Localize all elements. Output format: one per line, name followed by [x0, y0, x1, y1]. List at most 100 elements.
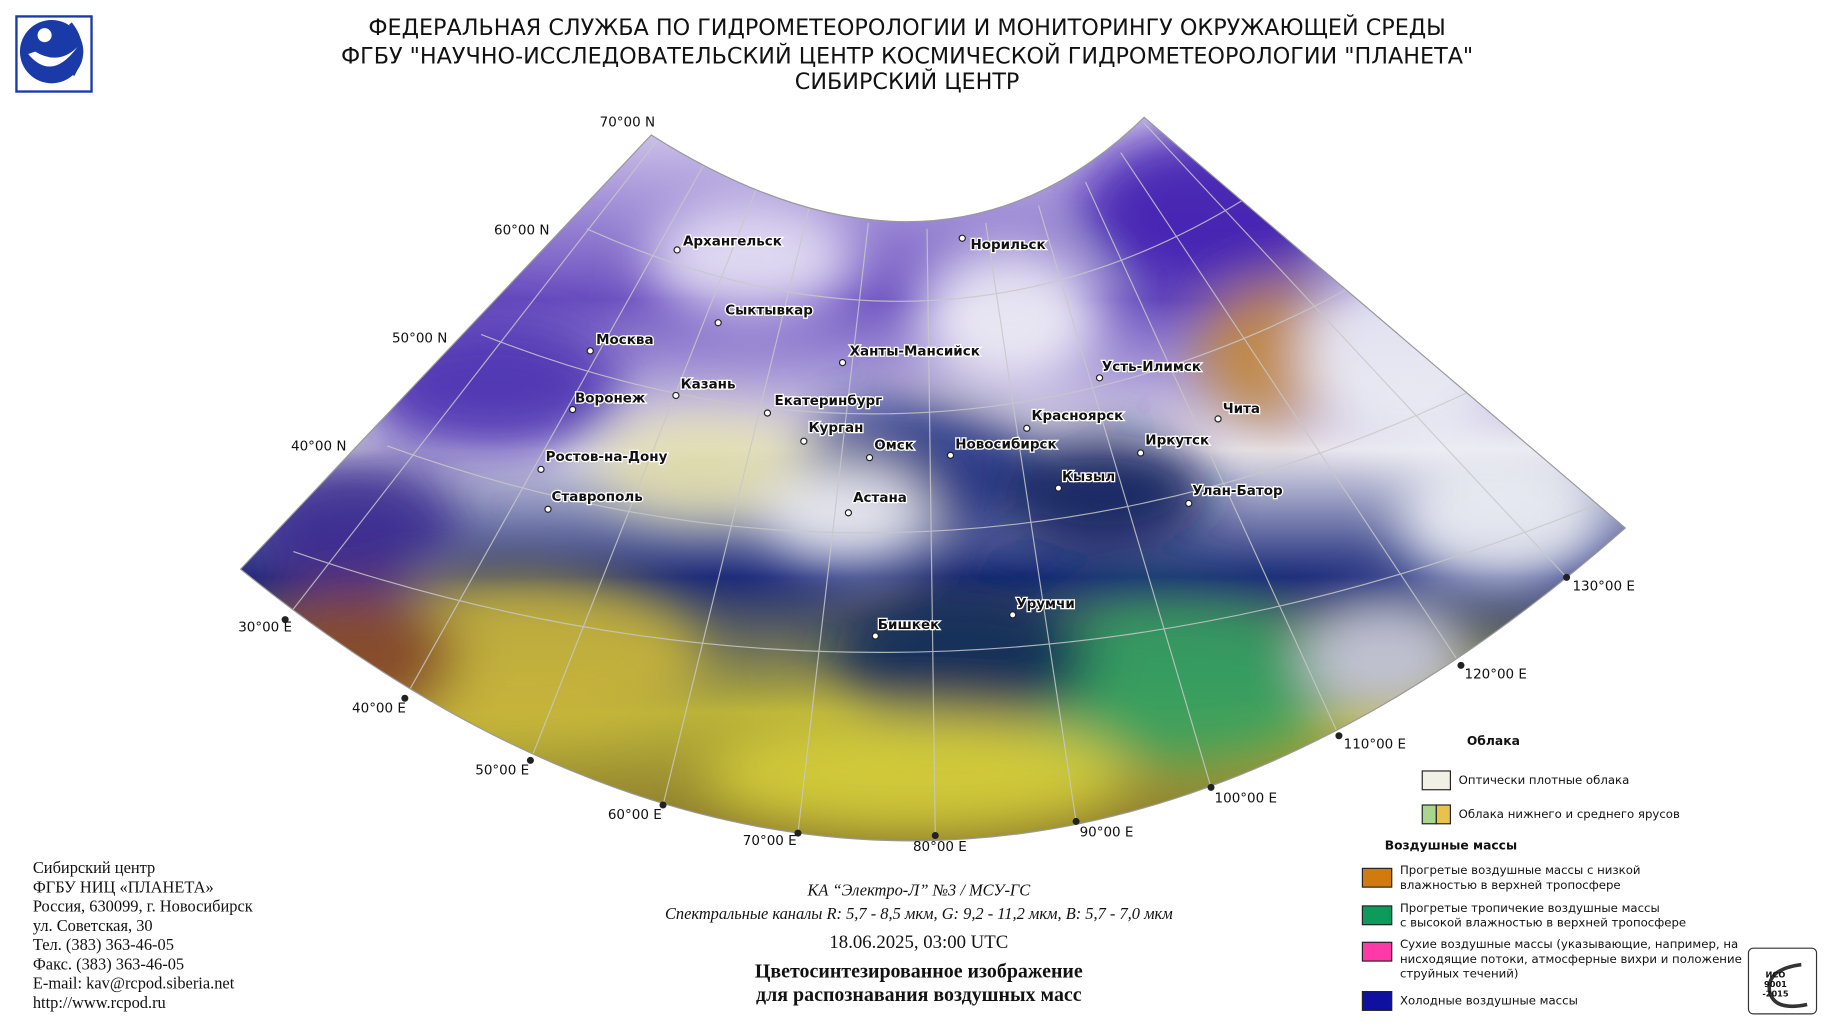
- legend-label: Прогретые тропичекие воздушные массы: [1400, 901, 1660, 915]
- address-line: E-mail: kav@rcpod.siberia.net: [33, 974, 235, 993]
- longitude-point: [281, 616, 289, 624]
- logo: [15, 15, 93, 93]
- latitude-label: 50°00 N: [392, 331, 447, 347]
- longitude-label: 30°00 E: [238, 619, 292, 635]
- certificate-text: ИСО: [1766, 969, 1786, 979]
- certificate-mark: [1767, 962, 1808, 1009]
- caption-title: для распознавания воздушных масс: [756, 984, 1082, 1006]
- address-line: Сибирский центр: [33, 858, 155, 877]
- longitude-point: [1457, 661, 1465, 669]
- city-label: Екатеринбург: [774, 393, 882, 409]
- legend-label: Сухие воздушные массы (указывающие, напр…: [1400, 937, 1738, 951]
- legend-swatch: [1421, 804, 1437, 825]
- longitude-label: 130°00 E: [1572, 578, 1634, 594]
- address-line: Тел. (383) 363-46-05: [33, 935, 174, 954]
- certificate-text: -2015: [1762, 988, 1789, 998]
- city-label: Иркутск: [1145, 433, 1209, 449]
- city-label: Омск: [874, 437, 914, 453]
- city-label: Улан-Батор: [1192, 483, 1283, 499]
- legend-swatch: [1435, 804, 1451, 825]
- address-line: http://www.rcpod.ru: [33, 993, 166, 1012]
- city-point: [586, 347, 594, 355]
- city-point: [1136, 449, 1145, 457]
- city-label: Кызыл: [1062, 469, 1115, 485]
- city-point: [1185, 499, 1193, 508]
- city-label: Усть-Илимск: [1102, 359, 1201, 375]
- city-point: [673, 246, 681, 254]
- address-line: Факс. (383) 363-46-05: [33, 954, 184, 973]
- city-point: [1009, 611, 1017, 619]
- caption-datetime: 18.06.2025, 03:00 UTC: [829, 932, 1008, 953]
- longitude-label: 120°00 E: [1464, 666, 1526, 682]
- legend-swatch: [1361, 990, 1393, 1011]
- city-label: Урумчи: [1016, 596, 1075, 612]
- address-line: Россия, 630099, г. Новосибирск: [33, 897, 253, 916]
- city-label: Новосибирск: [955, 436, 1056, 452]
- city-point: [1214, 415, 1222, 423]
- longitude-point: [1072, 817, 1080, 825]
- city-point: [1023, 424, 1031, 432]
- longitude-point: [659, 801, 667, 809]
- latitude-label: 40°00 N: [291, 439, 346, 455]
- legend-heading: Воздушные массы: [1385, 839, 1517, 853]
- header-line: ФГБУ "НАУЧНО-ИССЛЕДОВАТЕЛЬСКИЙ ЦЕНТР КОС…: [341, 41, 1473, 69]
- certificate-text: 9001: [1764, 979, 1787, 989]
- city-point: [763, 409, 772, 417]
- city-point: [672, 391, 680, 400]
- longitude-point: [1207, 783, 1215, 791]
- city-label: Архангельск: [683, 233, 782, 249]
- longitude-point: [1335, 732, 1343, 740]
- city-point: [1095, 374, 1104, 382]
- city-label: Воронеж: [575, 390, 646, 406]
- longitude-label: 60°00 E: [608, 807, 662, 823]
- city-label: Норильск: [970, 237, 1045, 253]
- longitude-label: 50°00 E: [475, 762, 529, 778]
- city-point: [714, 319, 722, 327]
- legend-label: с высокой влажностью в верхней тропосфер…: [1400, 915, 1686, 929]
- city-label: Ростов-на-Дону: [546, 449, 668, 465]
- legend-heading: Облака: [1467, 734, 1520, 748]
- city-label: Москва: [596, 332, 653, 348]
- legend-swatch: [1361, 905, 1393, 926]
- legend-label: Облака нижнего и среднего ярусов: [1459, 807, 1680, 821]
- city-point: [537, 465, 545, 474]
- longitude-point: [526, 756, 534, 764]
- city-point: [1054, 484, 1063, 492]
- legend-label: влажностью в верхней тропосфере: [1400, 878, 1621, 892]
- city-point: [865, 454, 874, 462]
- longitude-label: 90°00 E: [1080, 825, 1134, 841]
- city-label: Ставрополь: [552, 489, 643, 505]
- city-point: [946, 451, 955, 459]
- legend-label: струйных течений): [1400, 966, 1518, 980]
- longitude-point: [931, 831, 939, 840]
- legend-label: нисходящие потоки, атмосферные вихри и п…: [1400, 952, 1742, 966]
- graticule: [284, 122, 1597, 836]
- legend-label: Прогретые воздушные массы с низкой: [1400, 863, 1641, 877]
- longitude-label: 110°00 E: [1344, 737, 1406, 753]
- caption-satellite: КА “Электро-Л” №3 / МСУ-ГС: [806, 880, 1031, 899]
- city-point: [838, 358, 847, 367]
- city-point: [800, 437, 808, 445]
- header-line: ФЕДЕРАЛЬНАЯ СЛУЖБА ПО ГИДРОМЕТЕОРОЛОГИИ …: [368, 13, 1446, 41]
- address-line: ФГБУ НИЦ «ПЛАНЕТА»: [33, 877, 214, 896]
- longitude-label: 70°00 E: [743, 833, 797, 849]
- satellite-image: [239, 116, 1627, 842]
- city-point: [569, 405, 577, 414]
- longitude-label: 100°00 E: [1215, 791, 1277, 807]
- city-label: Курган: [809, 420, 864, 436]
- legend-swatch: [1361, 867, 1393, 888]
- caption-title: Цветосинтезированное изображение: [755, 960, 1083, 982]
- longitude-label: 40°00 E: [352, 700, 406, 716]
- longitude-point: [401, 694, 409, 702]
- legend-label: Оптически плотные облака: [1459, 773, 1630, 787]
- city-label: Бишкек: [878, 617, 940, 633]
- city-point: [844, 509, 853, 517]
- city-point: [958, 234, 966, 242]
- city-label: Ханты-Мансийск: [850, 344, 980, 360]
- longitude-point: [1563, 573, 1571, 581]
- city-label: Сыктывкар: [725, 302, 813, 318]
- longitude-label: 80°00 E: [913, 839, 967, 855]
- city-label: Казань: [681, 376, 736, 392]
- city-label: Астана: [853, 490, 907, 506]
